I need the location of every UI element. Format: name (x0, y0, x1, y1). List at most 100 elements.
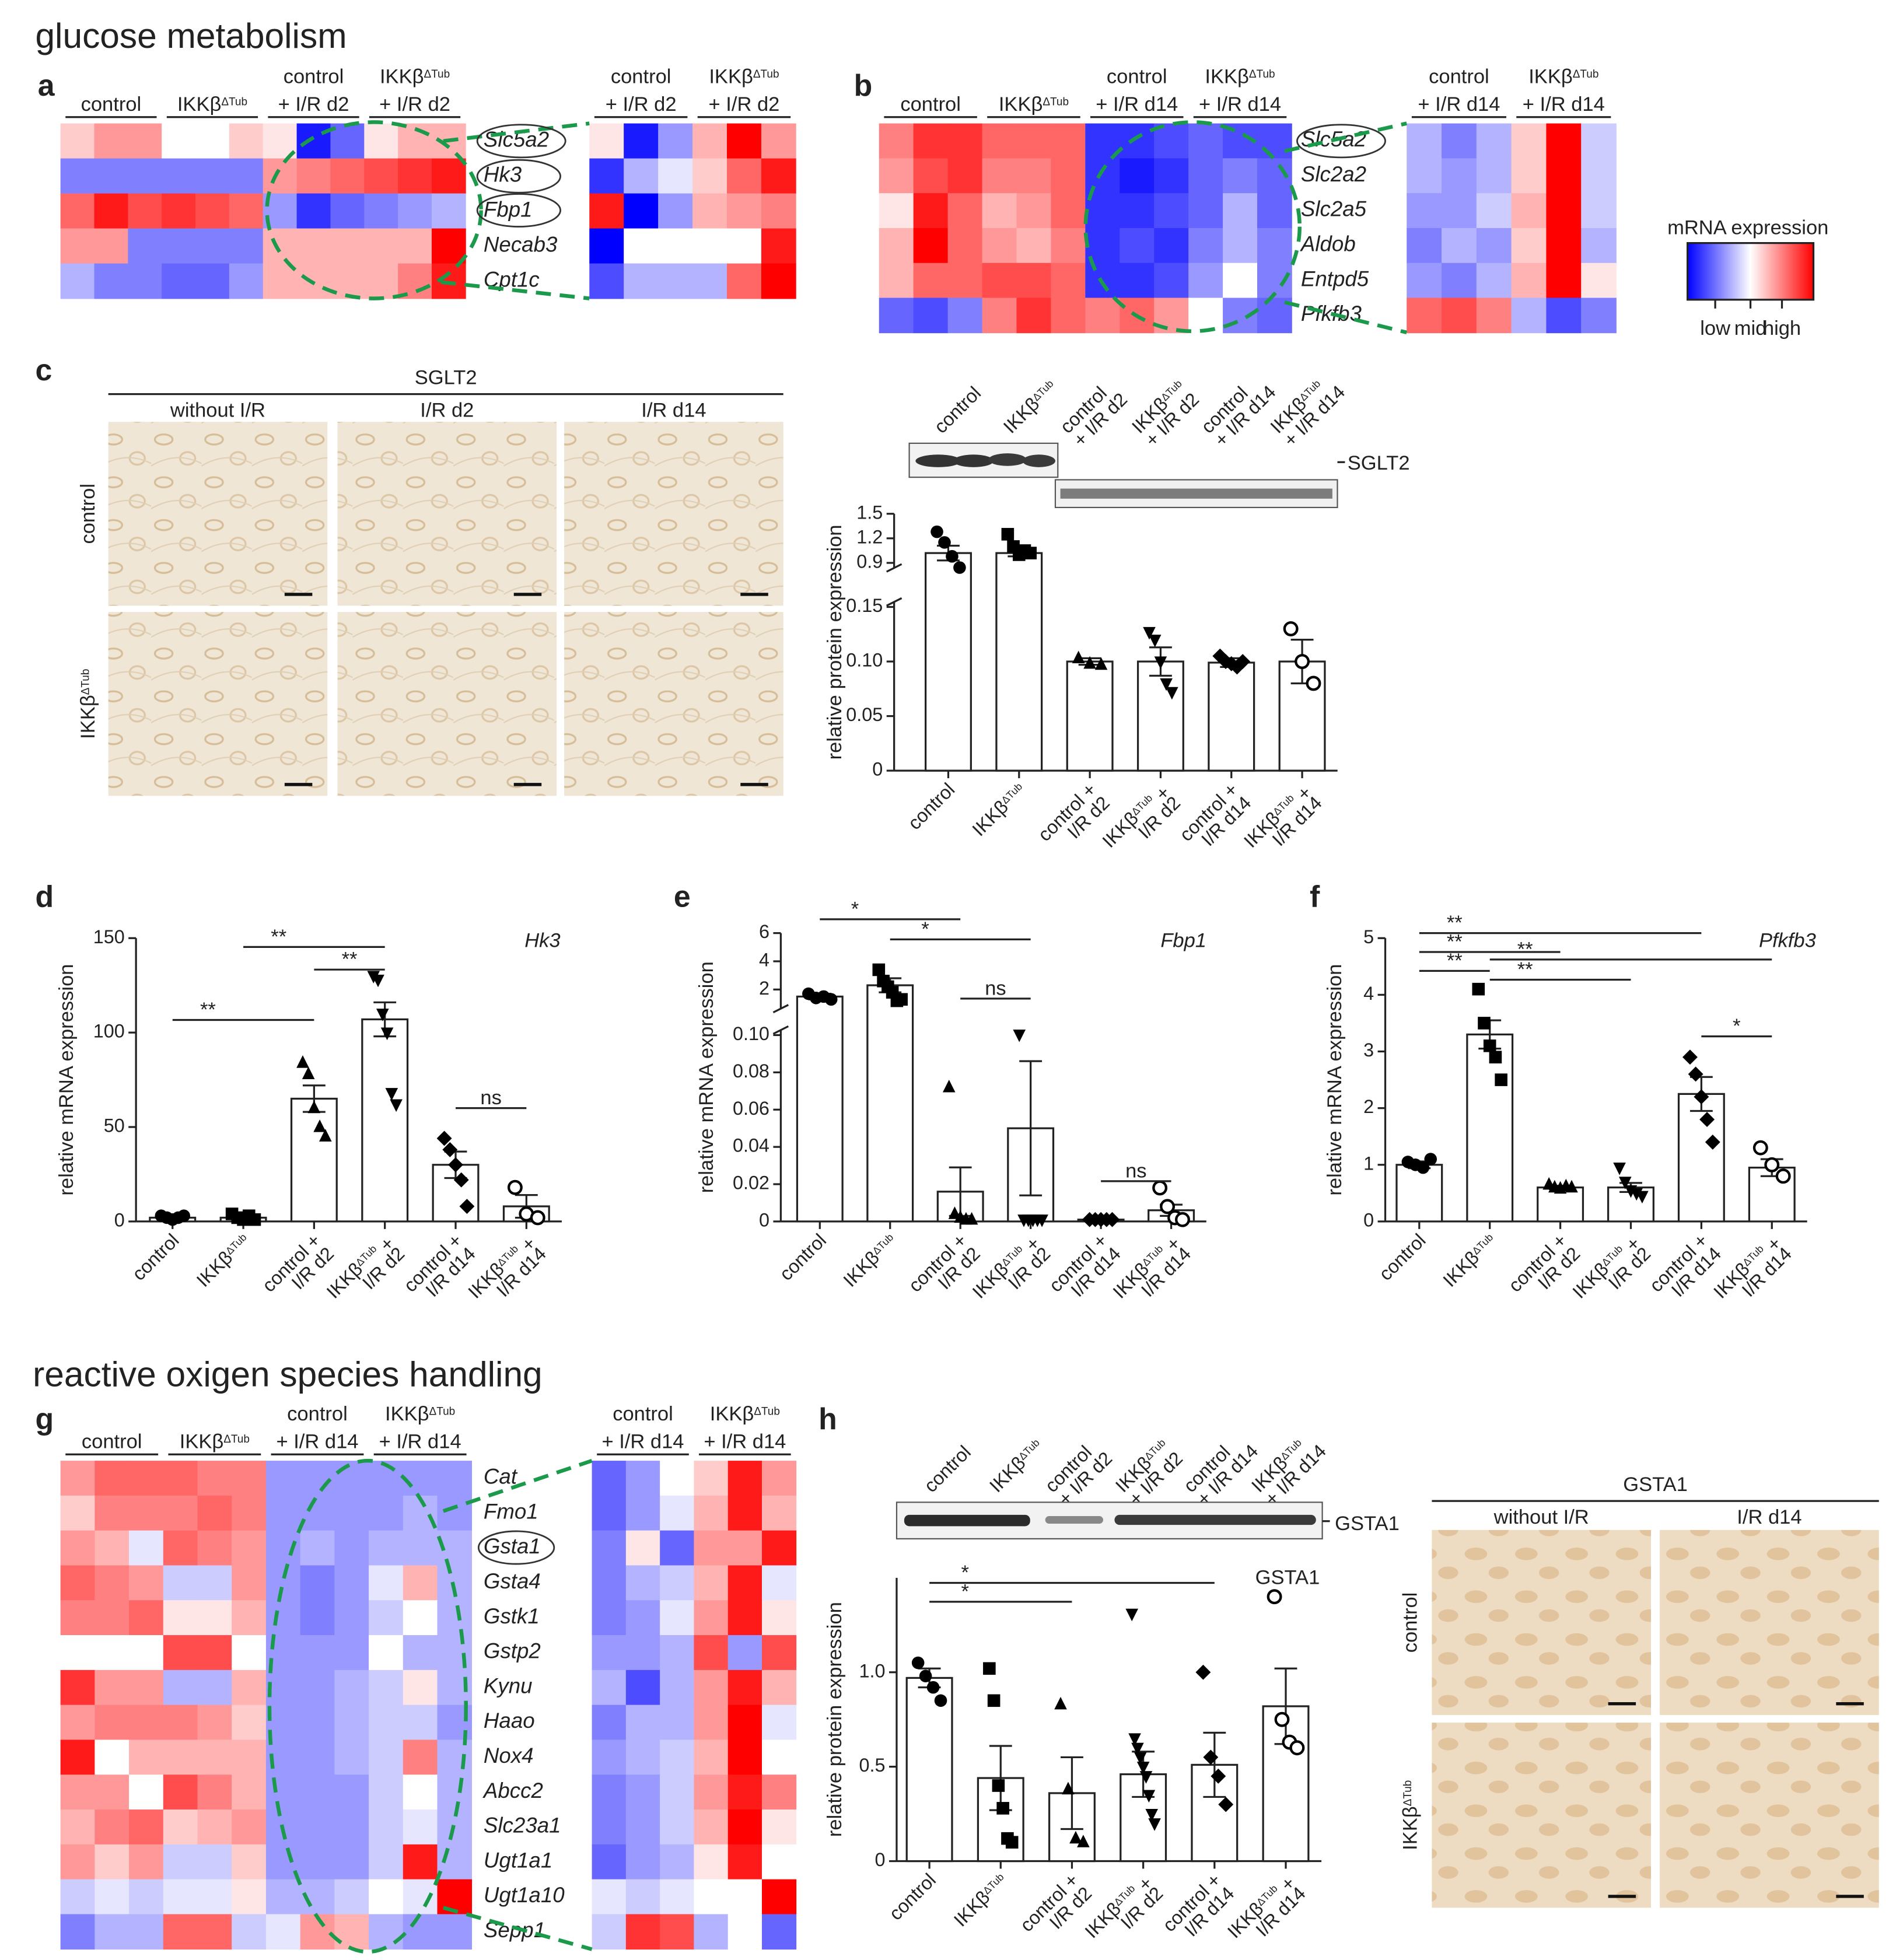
point (895, 993, 908, 1006)
y-tick-label: 1.2 (856, 526, 883, 547)
heatmap-cell (95, 1565, 130, 1601)
x-tick-label: control (904, 779, 959, 834)
point (453, 1172, 469, 1188)
heatmap-cell (334, 1844, 369, 1880)
heatmap-cell (1016, 262, 1052, 299)
point (1128, 1733, 1141, 1746)
x-label-group: control +I/R d14 (1159, 1870, 1239, 1941)
panel-label: h (818, 1402, 837, 1436)
zoom-markers (265, 120, 1408, 1954)
heatmap-cell (1188, 123, 1223, 159)
chart-title: Fbp1 (1160, 929, 1206, 951)
heatmap-cell (300, 1461, 335, 1496)
heatmap-cell (761, 1530, 797, 1566)
x-tick-label: IKKβΔTub (1439, 1230, 1500, 1291)
band (988, 453, 1027, 466)
heatmap-cell (1546, 123, 1582, 159)
heatmap-cell (1442, 228, 1477, 264)
group-label-sup: ΔTub (753, 68, 779, 80)
x-label-group: IKKβΔTub (968, 780, 1025, 840)
band (915, 454, 961, 467)
y-tick-label: 2 (1363, 1096, 1374, 1117)
heatmap-cell (229, 228, 264, 264)
heatmap-cell (129, 1635, 164, 1671)
heatmap-cell (761, 1565, 797, 1601)
significance-label: ** (1447, 930, 1463, 953)
row-label: control (1400, 1592, 1422, 1653)
heatmap-cell (403, 1704, 438, 1741)
column-label: I/R d2 (420, 400, 474, 422)
heatmap-cell (694, 1774, 729, 1810)
heatmap-cell (592, 1774, 627, 1810)
y-tick-label: 1 (1363, 1153, 1374, 1174)
heatmap-cell (403, 1565, 438, 1601)
heatmap-cell (761, 1704, 797, 1741)
heatmap-cell (163, 1774, 198, 1810)
heatmap-cell (197, 1635, 233, 1671)
heatmap-cell (94, 123, 129, 159)
point (872, 963, 886, 977)
heatmap-cell (592, 1914, 627, 1950)
heatmap-cell (727, 1740, 762, 1776)
heatmap-cell (296, 193, 331, 229)
group-label: control (1429, 65, 1489, 88)
y-tick-label: 0 (1363, 1209, 1374, 1230)
heatmap-cell (197, 1600, 233, 1636)
heatmap-cell (163, 1495, 198, 1531)
heatmap-cell (60, 158, 95, 194)
heatmap-cell (1581, 298, 1617, 334)
heatmap-cell (658, 123, 693, 159)
legend-colorbar (1686, 242, 1815, 301)
heatmap-cell (95, 1461, 130, 1496)
heatmap-cell (589, 193, 625, 229)
heatmap-cell (60, 123, 95, 159)
heatmap-cell (60, 1740, 96, 1776)
heatmap-cell (1546, 158, 1582, 194)
x-tick-label: IKKβΔTub (950, 1869, 1011, 1930)
significance-label: ** (1517, 958, 1533, 981)
gene-label: Cat (484, 1465, 518, 1489)
row-label-main: IKKβ (77, 695, 99, 738)
heatmap-cell (694, 1670, 729, 1706)
heatmap-cell (625, 1810, 661, 1845)
heatmap-cell (1051, 298, 1086, 334)
point (1154, 656, 1167, 669)
heatmap-cell (197, 1704, 233, 1741)
heatmap-cell (95, 1670, 130, 1706)
heatmap-cell (129, 1914, 164, 1950)
group-label-main: IKKβ (709, 65, 753, 88)
point (1274, 1712, 1290, 1727)
y-axis-label: relative protein expression (824, 524, 846, 760)
heatmap-cell (625, 1844, 661, 1880)
heatmap-cell (330, 193, 365, 229)
heatmap-cell (761, 1670, 797, 1706)
heatmap-cell (195, 263, 230, 299)
point (296, 1055, 309, 1068)
point (1203, 1749, 1219, 1765)
zoom-ellipse (267, 1458, 468, 1954)
heatmap-cell (232, 1914, 267, 1950)
heatmap-cell (761, 1914, 797, 1950)
protein-label: GSTA1 (1335, 1513, 1400, 1535)
heatmap-cell (129, 1704, 164, 1741)
heatmap-cell (229, 158, 264, 194)
y-tick-label: 0 (875, 1849, 886, 1870)
heatmap-cell (364, 263, 399, 299)
heatmap-cell (1223, 262, 1258, 299)
heatmap-cell (128, 193, 163, 229)
heatmap-cell (300, 1600, 335, 1636)
heatmap-cell (1407, 262, 1442, 299)
heatmap-cell (982, 298, 1017, 334)
gene-circle (1296, 124, 1386, 159)
column-label: without I/R (1493, 1506, 1589, 1528)
heatmap-cell (163, 1810, 198, 1845)
heatmap-cell (589, 123, 625, 159)
heatmap-cell (592, 1461, 627, 1496)
group-label-main: IKKβ (177, 93, 222, 116)
heatmap-cell (94, 228, 129, 264)
heatmap-cell (263, 228, 298, 264)
group-label: + I/R d14 (379, 1430, 461, 1452)
y-tick-label: 2 (759, 978, 769, 999)
heatmap-cell (60, 1461, 96, 1496)
point (1131, 1742, 1144, 1756)
